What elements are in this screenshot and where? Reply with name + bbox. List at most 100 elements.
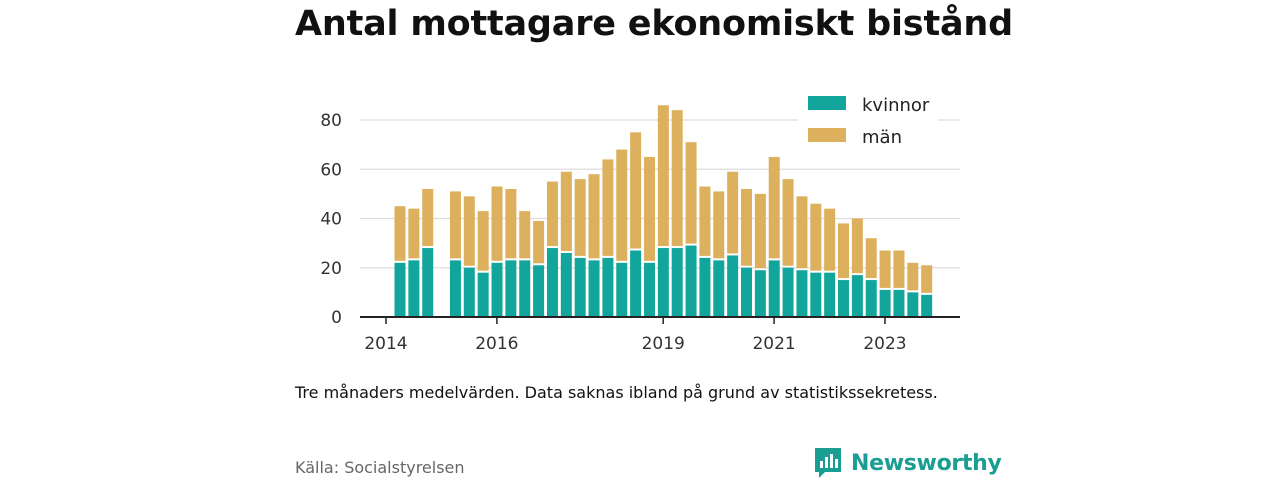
bar-kvinnor	[408, 260, 420, 317]
bar-man	[477, 211, 489, 271]
bar-man	[519, 211, 531, 259]
bar-kvinnor	[630, 250, 642, 317]
y-tick-label: 80	[320, 111, 342, 131]
bar-man	[505, 188, 517, 259]
bar-kvinnor	[838, 280, 850, 317]
y-tick-label: 20	[320, 259, 342, 279]
chart-title: Antal mottagare ekonomiskt bistånd	[295, 4, 1013, 44]
x-tick-label: 2021	[752, 334, 795, 354]
bar-kvinnor	[782, 267, 794, 317]
bar-kvinnor	[741, 267, 752, 317]
newsworthy-logo: Newsworthy	[813, 446, 1002, 480]
bar-man	[851, 218, 863, 274]
bar-man	[588, 174, 600, 259]
bar-kvinnor	[713, 260, 725, 317]
bar-man	[616, 149, 628, 261]
bar-kvinnor	[699, 257, 711, 317]
bar-kvinnor	[546, 248, 558, 317]
bar-man	[685, 142, 697, 244]
bar-kvinnor	[657, 248, 669, 317]
bar-kvinnor	[810, 272, 822, 317]
bar-kvinnor	[616, 262, 628, 317]
bar-kvinnor	[477, 272, 489, 317]
bar-man	[741, 188, 752, 266]
bar-kvinnor	[893, 289, 905, 317]
bar-man	[824, 208, 836, 271]
bar-kvinnor	[851, 275, 863, 317]
bar-man	[463, 196, 475, 266]
bar-man	[796, 196, 808, 269]
bar-man	[782, 179, 794, 266]
bar-man	[491, 186, 503, 261]
bar-man	[630, 132, 642, 249]
chart-note: Tre månaders medelvärden. Data saknas ib…	[295, 383, 938, 402]
x-tick-label: 2023	[863, 334, 906, 354]
bar-man	[422, 188, 434, 247]
x-axis-ticks: 2014 2016 2019 2021 2023	[364, 317, 907, 354]
x-tick-label: 2014	[364, 334, 407, 354]
bar-kvinnor	[602, 257, 614, 317]
bar-man	[713, 191, 725, 259]
bar-man	[560, 171, 572, 251]
bars	[394, 105, 933, 317]
bar-man	[602, 159, 614, 256]
bar-man	[546, 181, 558, 247]
bar-kvinnor	[907, 292, 919, 317]
bar-kvinnor	[463, 267, 475, 317]
bar-chart-speech-bubble-icon	[815, 448, 841, 478]
bar-kvinnor	[865, 280, 877, 317]
bar-kvinnor	[796, 270, 808, 317]
bar-kvinnor	[574, 257, 586, 317]
bar-man	[879, 250, 891, 288]
y-axis-ticks: 0 20 40 60 80	[320, 111, 342, 328]
bar-man	[643, 156, 655, 261]
x-tick-label: 2019	[642, 334, 685, 354]
bar-kvinnor	[685, 245, 697, 317]
bar-kvinnor	[394, 262, 406, 317]
bar-man	[727, 171, 739, 254]
bar-man	[754, 193, 766, 269]
x-tick-label: 2016	[475, 334, 518, 354]
bar-kvinnor	[422, 248, 434, 317]
source-label: Källa: Socialstyrelsen	[295, 458, 465, 477]
bar-kvinnor	[505, 260, 517, 317]
bar-kvinnor	[671, 248, 683, 317]
bar-man	[921, 265, 933, 293]
bar-kvinnor	[643, 262, 655, 317]
bar-man	[838, 223, 850, 279]
bar-kvinnor	[533, 265, 545, 317]
legend-swatch-man	[808, 128, 846, 142]
legend-swatch-kvinnor	[808, 96, 846, 110]
bar-kvinnor	[754, 270, 766, 317]
bar-kvinnor	[588, 260, 600, 317]
bar-man	[449, 191, 461, 259]
legend: kvinnor män	[798, 88, 938, 156]
bar-kvinnor	[449, 260, 461, 317]
bar-man	[394, 206, 406, 261]
bar-kvinnor	[491, 262, 503, 317]
y-tick-label: 0	[331, 308, 342, 328]
bar-man	[671, 110, 683, 247]
brand-name: Newsworthy	[851, 450, 1002, 476]
bar-man	[768, 156, 780, 259]
y-tick-label: 40	[320, 210, 342, 230]
bar-man	[893, 250, 905, 288]
bar-kvinnor	[824, 272, 836, 317]
legend-label-man: män	[862, 127, 902, 148]
bar-kvinnor	[879, 289, 891, 317]
bar-man	[657, 105, 669, 247]
bar-man	[574, 179, 586, 256]
bar-man	[408, 208, 420, 259]
bar-man	[699, 186, 711, 256]
bar-man	[810, 203, 822, 271]
bar-kvinnor	[921, 294, 933, 317]
bar-kvinnor	[519, 260, 531, 317]
bar-man	[865, 238, 877, 279]
legend-label-kvinnor: kvinnor	[862, 95, 930, 116]
bar-kvinnor	[727, 255, 739, 317]
y-tick-label: 60	[320, 160, 342, 180]
bar-kvinnor	[768, 260, 780, 317]
bar-man	[533, 220, 545, 264]
bar-man	[907, 262, 919, 291]
